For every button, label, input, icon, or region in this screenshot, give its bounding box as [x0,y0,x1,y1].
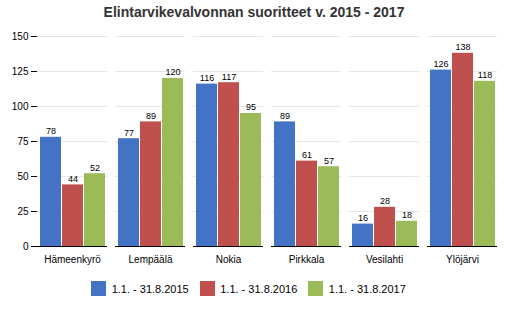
html-text:1.1. - 31.8.2016: 1.1. - 31.8.2016 [220,282,298,295]
html-text:Elintarvikevalvonnan suorittee: Elintarvikevalvonnan suoritteet v. 2015 … [103,4,405,20]
svg-text:52: 52 [90,163,100,173]
svg-text:75: 75 [17,136,29,147]
svg-text:44: 44 [68,174,78,184]
svg-text:Hämeenkyrö: Hämeenkyrö [44,254,101,265]
svg-text:Lempäälä: Lempäälä [129,254,173,265]
svg-text:118: 118 [478,70,492,80]
svg-text:18: 18 [402,210,412,220]
html-text:1.1. - 31.8.2017: 1.1. - 31.8.2017 [328,282,406,295]
svg-text:78: 78 [46,126,56,136]
html-text:1.1. - 31.8.2015: 1.1. - 31.8.2015 [111,282,189,295]
svg-text:Pirkkala: Pirkkala [289,254,325,265]
svg-text:28: 28 [380,196,390,206]
svg-text:89: 89 [280,111,290,121]
svg-text:116: 116 [200,73,214,83]
svg-text:126: 126 [433,59,448,69]
svg-text:0: 0 [23,241,29,252]
svg-text:25: 25 [17,206,29,217]
svg-text:117: 117 [222,72,236,82]
svg-text:77: 77 [124,128,134,138]
svg-text:16: 16 [358,213,368,223]
svg-text:Ylöjärvi: Ylöjärvi [446,254,479,265]
svg-text:150: 150 [12,31,29,42]
svg-text:95: 95 [246,102,256,112]
svg-text:50: 50 [17,171,29,182]
svg-text:89: 89 [146,111,156,121]
svg-text:120: 120 [165,67,180,77]
svg-text:125: 125 [12,66,29,77]
svg-text:61: 61 [302,150,312,160]
svg-text:57: 57 [324,156,334,166]
svg-text:Vesilahti: Vesilahti [366,254,403,265]
svg-text:138: 138 [455,42,470,52]
svg-text:100: 100 [12,101,29,112]
svg-text:Nokia: Nokia [216,254,242,265]
